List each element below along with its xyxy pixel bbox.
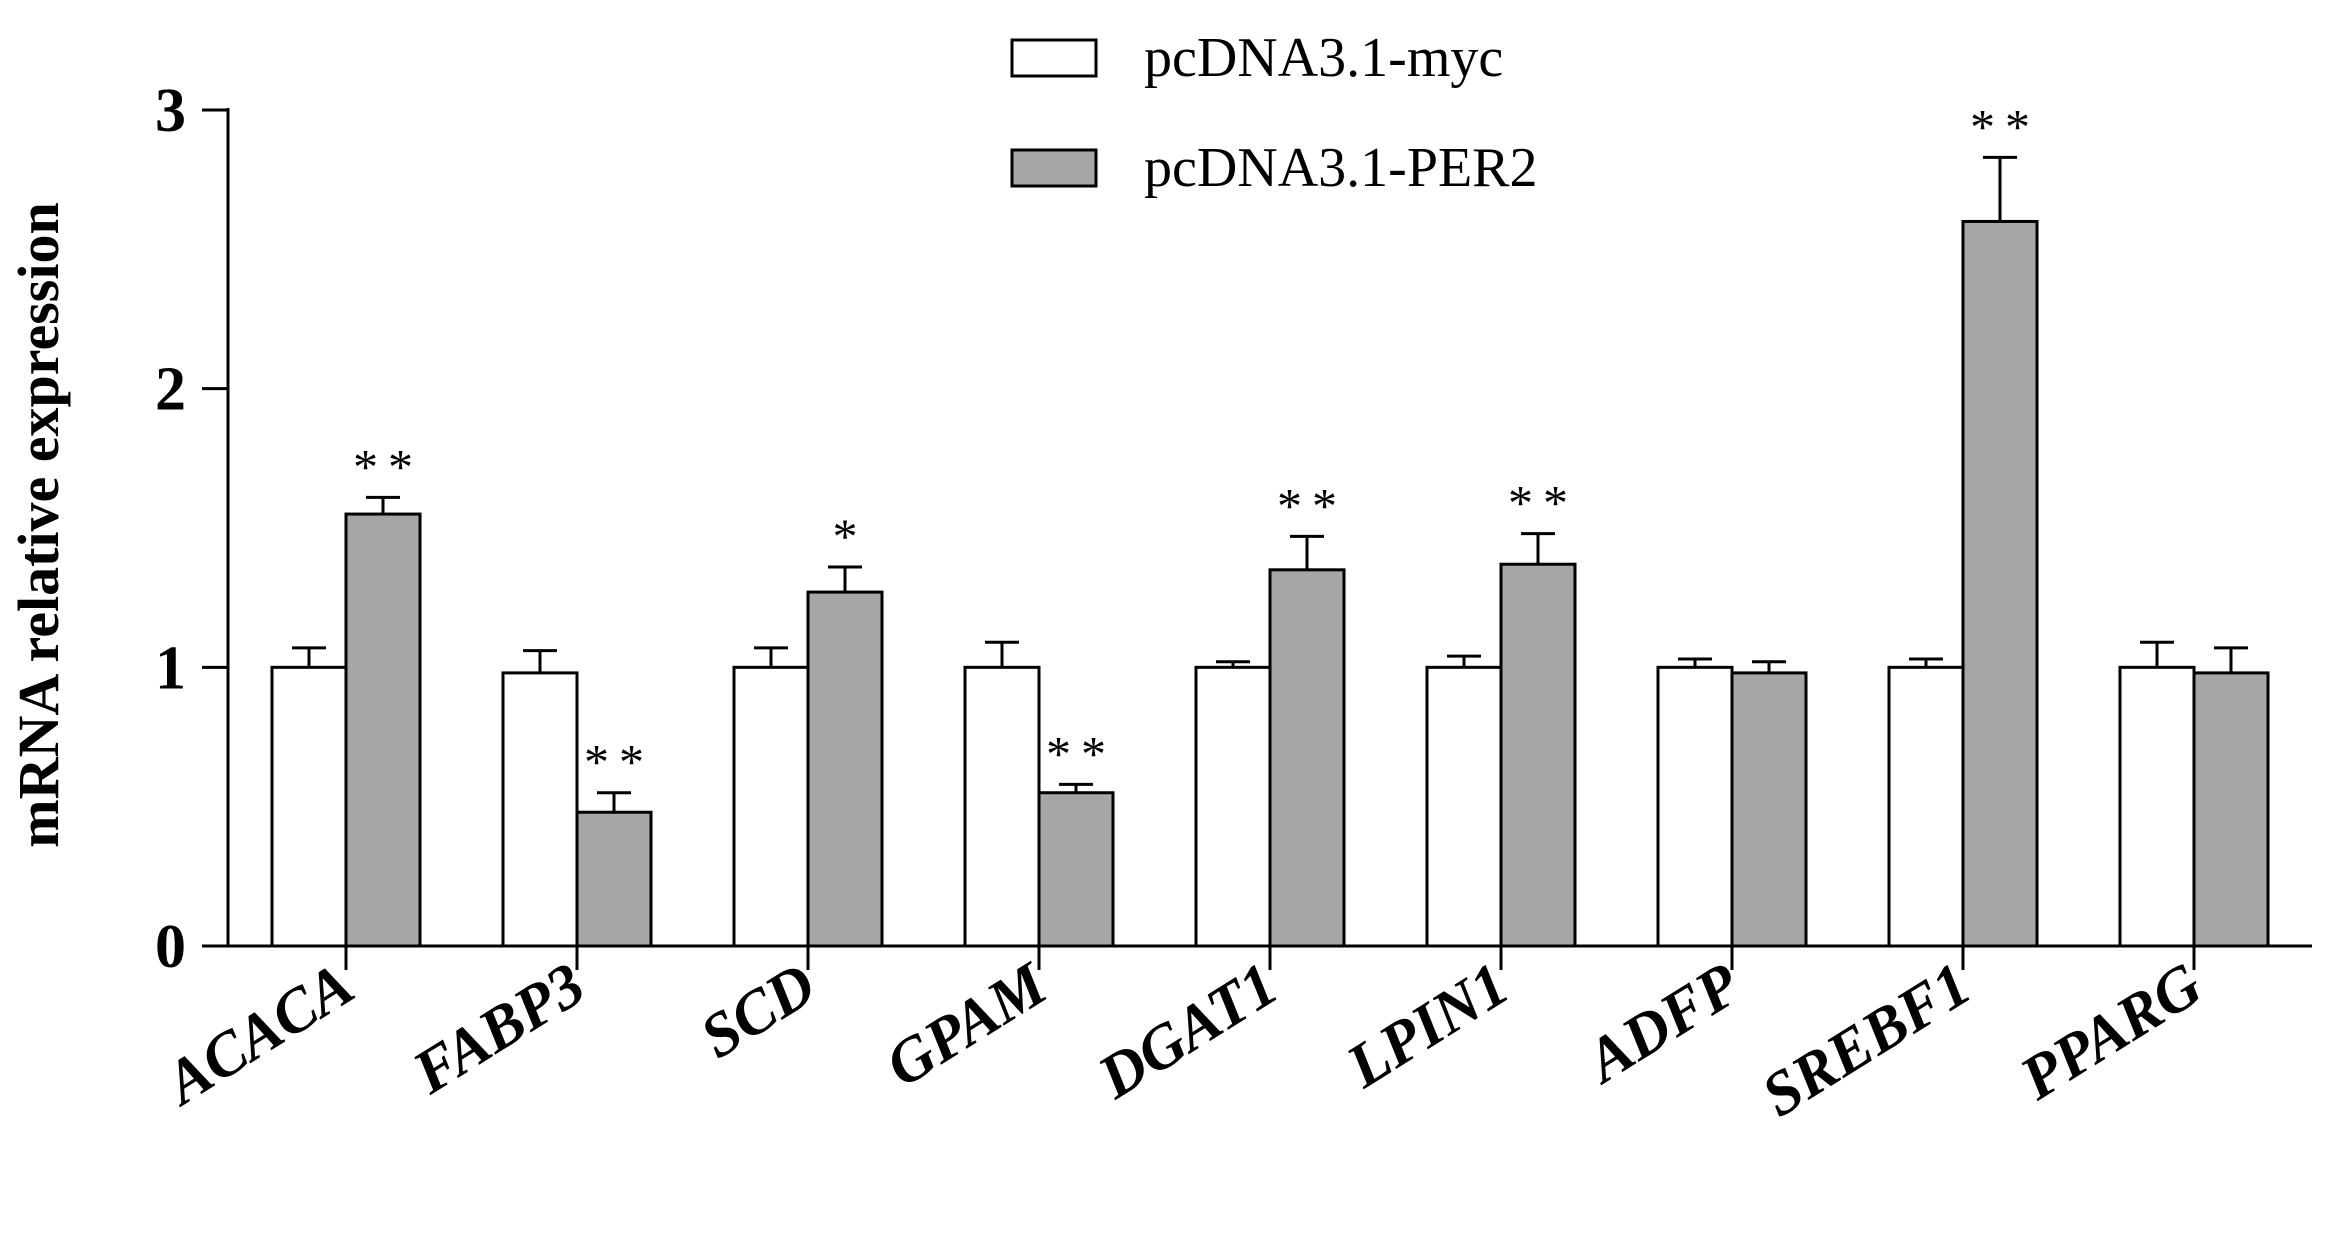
significance-scd: * <box>833 508 868 564</box>
bar-adfp-series-2 <box>1730 671 1808 948</box>
bar-fabp3-series-2 <box>575 810 653 948</box>
significance-srebf1: ** <box>1970 98 2040 154</box>
y-tick-label-2: 2 <box>155 356 186 424</box>
bar-gpam-series-2 <box>1037 791 1115 948</box>
y-tick-label-0: 0 <box>155 913 186 981</box>
x-tick-label-dgat1: DGAT1 <box>1086 950 1289 1112</box>
bar-pparg-series-2 <box>2192 671 2270 948</box>
x-tick-label-pparg: PPARG <box>2008 950 2214 1114</box>
bar-srebf1-series-2 <box>1961 219 2039 948</box>
x-tick-label-gpam: GPAM <box>874 949 1060 1100</box>
y-tick-label-1: 1 <box>155 634 186 702</box>
x-tick-label-lpin1: LPIN1 <box>1335 950 1521 1101</box>
bar-dgat1-series-2 <box>1268 568 1346 948</box>
bar-lpin1-series-2 <box>1499 562 1577 948</box>
legend-swatch-series-1 <box>1010 38 1098 78</box>
significance-acaca: ** <box>353 438 423 494</box>
x-tick-label-adfp: ADFP <box>1572 950 1753 1098</box>
significance-gpam: ** <box>1046 725 1116 781</box>
legend-label-series-2: pcDNA3.1-PER2 <box>1144 137 1538 199</box>
bar-scd-series-2 <box>806 590 884 948</box>
legend: pcDNA3.1-myc pcDNA3.1-PER2 <box>1010 27 1538 199</box>
bars-layer <box>270 219 2270 948</box>
bar-fabp3-series-1 <box>501 671 579 948</box>
x-tick-label-fabp3: FABP3 <box>401 950 597 1107</box>
significance-lpin1: ** <box>1508 475 1578 531</box>
bar-adfp-series-1 <box>1656 665 1734 948</box>
bar-pparg-series-1 <box>2118 665 2196 948</box>
error-bars-layer <box>292 155 2248 813</box>
y-axis-title: mRNA relative expression <box>6 202 71 847</box>
significance-layer: ********* **** <box>353 98 2040 790</box>
significance-fabp3: ** <box>584 734 654 790</box>
bar-dgat1-series-1 <box>1194 665 1272 948</box>
legend-label-series-1: pcDNA3.1-myc <box>1144 27 1503 89</box>
bar-srebf1-series-1 <box>1887 665 1965 948</box>
bar-gpam-series-1 <box>963 665 1041 948</box>
bar-scd-series-1 <box>732 665 810 948</box>
legend-swatch-series-2 <box>1010 148 1098 188</box>
x-tick-labels: ACACA FABP3 SCD GPAM DGAT1 LPIN1 ADFP SREBF1 PPA… <box>151 949 2214 1130</box>
axes-layer: 0 1 2 3 <box>155 77 2312 981</box>
y-tick-label-3: 3 <box>155 77 186 145</box>
x-tick-label-srebf1: SREBF1 <box>1751 950 1983 1130</box>
bar-lpin1-series-1 <box>1425 665 1503 948</box>
bar-acaca-series-1 <box>270 665 348 948</box>
bar-acaca-series-2 <box>344 512 422 948</box>
significance-dgat1: ** <box>1277 477 1347 533</box>
